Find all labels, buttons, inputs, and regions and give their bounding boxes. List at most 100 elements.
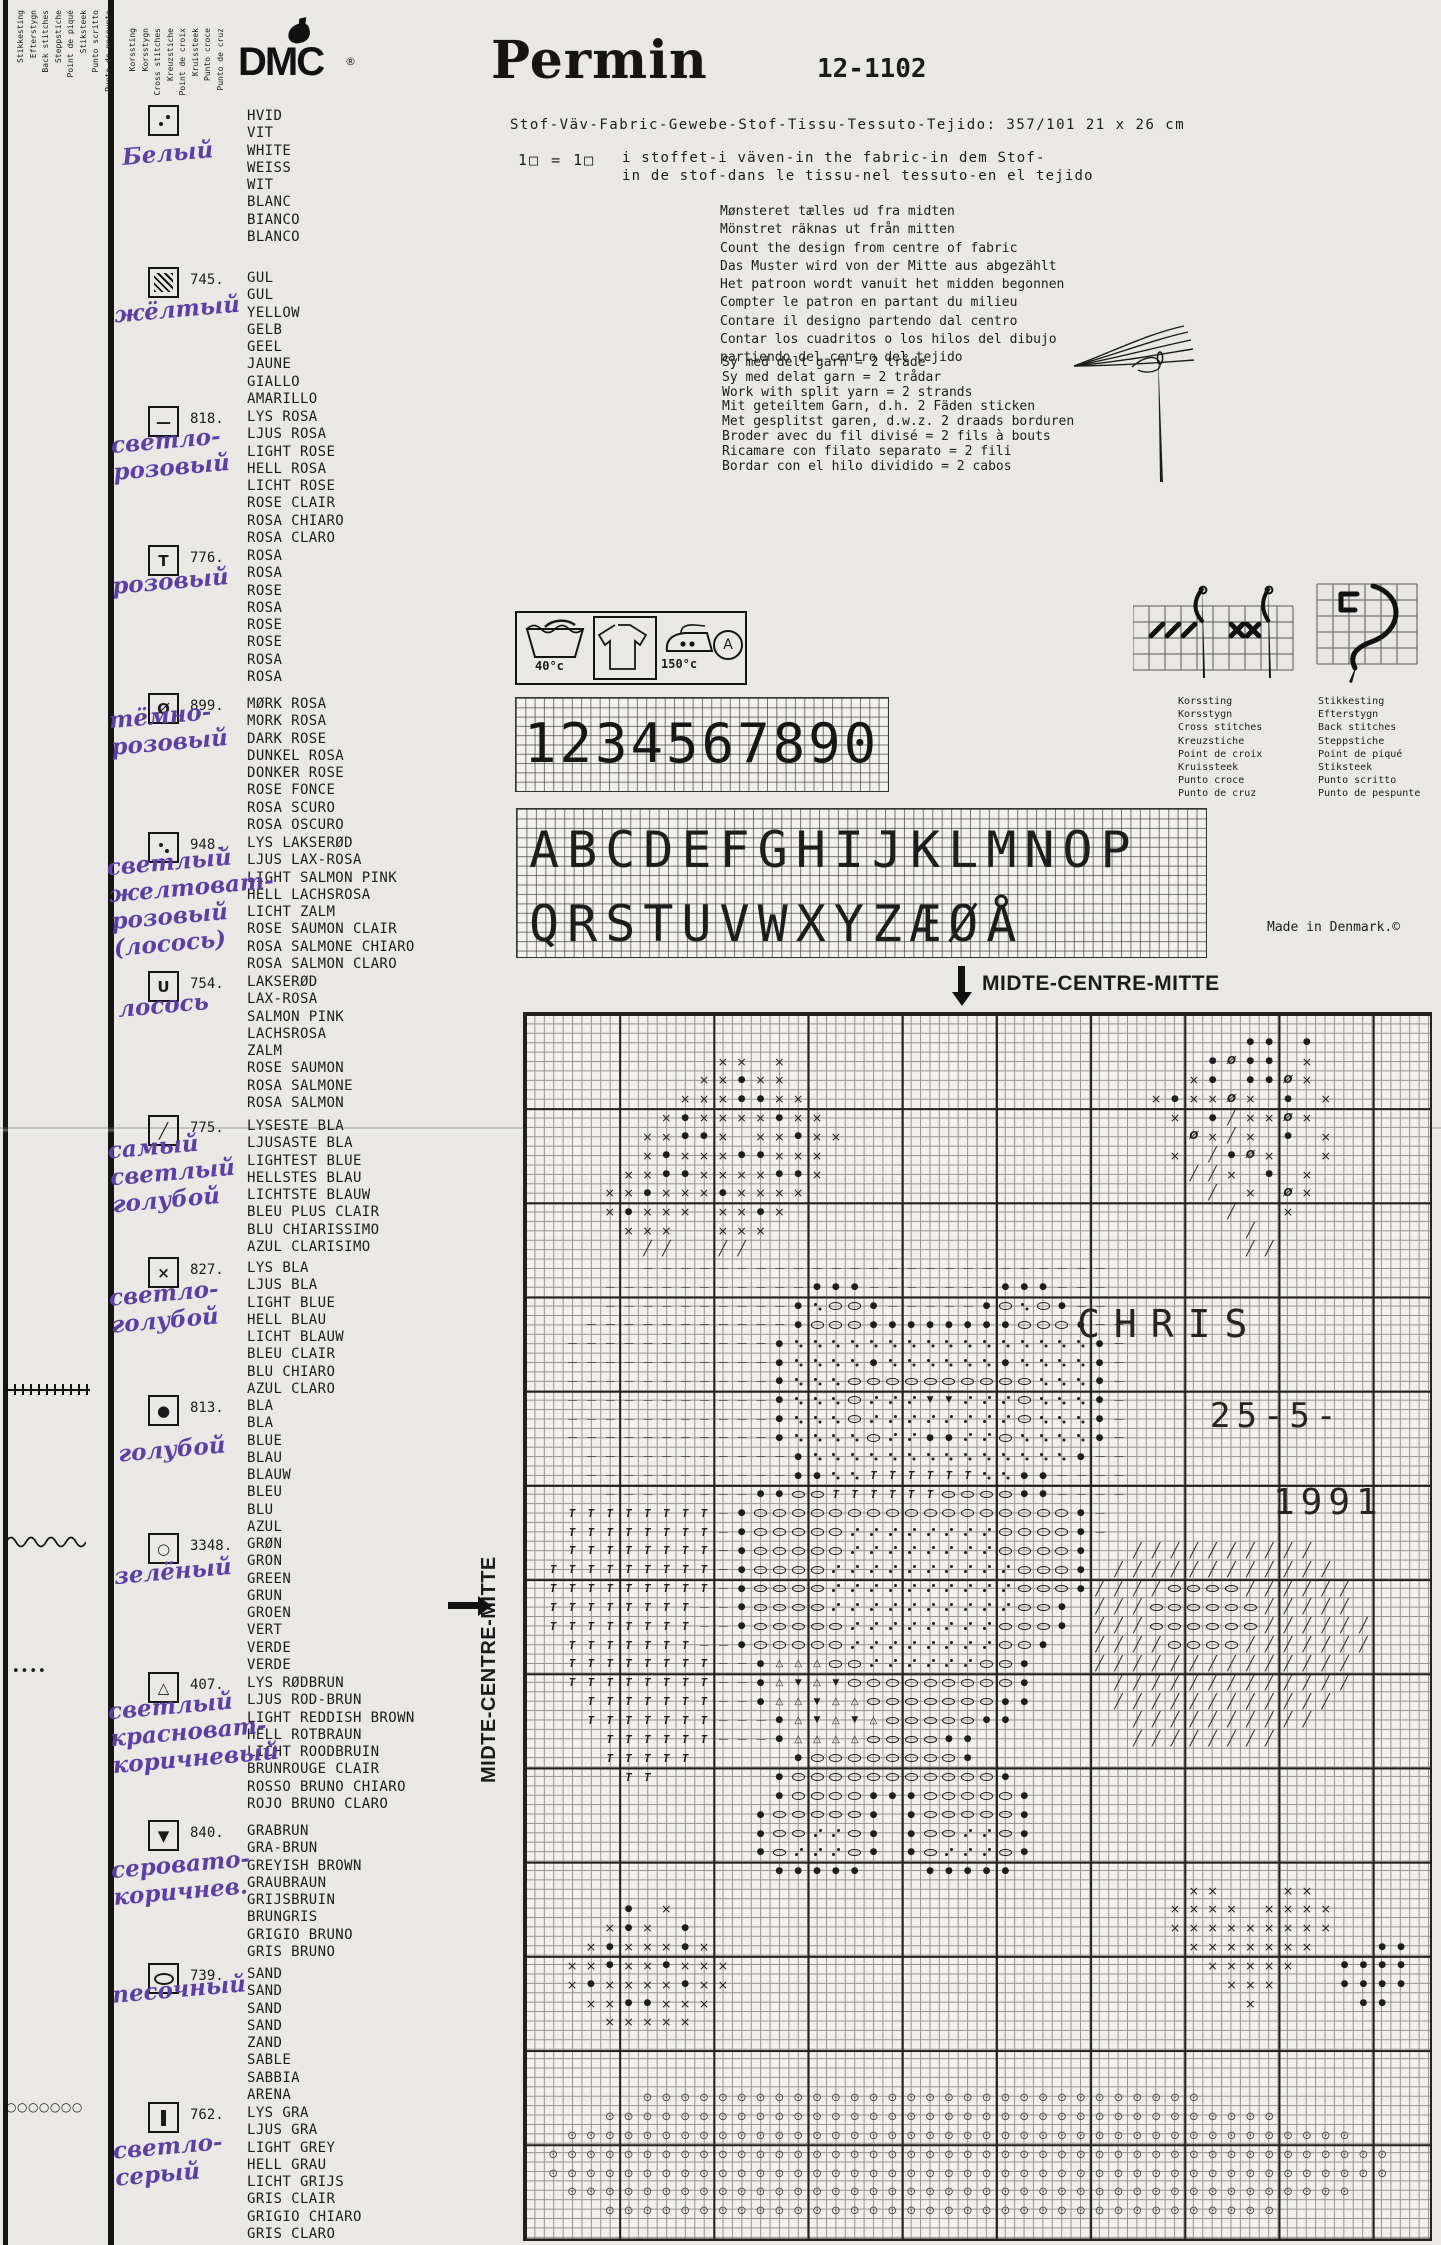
dot-stitch: ● xyxy=(907,1828,916,1839)
oval-stitch xyxy=(1053,1579,1072,1598)
two-dots2-stitch xyxy=(826,1428,845,1447)
two-dots2-symbol xyxy=(926,1340,930,1344)
dot-stitch: ● xyxy=(1001,1357,1010,1368)
legend-symbol-box xyxy=(148,105,179,136)
dot-stitch: ● xyxy=(775,1790,784,1801)
dot-stitch: ● xyxy=(869,1301,878,1311)
two-dots2-stitch xyxy=(808,1353,827,1372)
dot-stitch: ● xyxy=(1378,1960,1387,1971)
x-stitch: × xyxy=(755,1128,766,1144)
slash-stitch: ╱ xyxy=(1283,1580,1293,1597)
dash-stitch: — xyxy=(755,1262,766,1274)
two-dots-stitch xyxy=(902,1617,921,1636)
dot-stitch: ● xyxy=(1020,1809,1029,1820)
x-stitch: × xyxy=(1263,1901,1275,1917)
oslash-stitch: Ø xyxy=(1227,1055,1236,1068)
oval-stitch xyxy=(996,1542,1015,1561)
two-dots-symbol xyxy=(1001,1419,1005,1423)
ground-stitch: ⊙ xyxy=(736,2203,747,2218)
ground-stitch: ⊙ xyxy=(793,2184,803,2199)
dash-stitch: — xyxy=(718,1432,728,1444)
T-stitch: T xyxy=(700,1506,708,1520)
two-dots2-stitch xyxy=(902,1334,921,1353)
two-dots-stitch xyxy=(996,1579,1015,1598)
oval-symbol xyxy=(1055,1528,1069,1536)
oval-symbol xyxy=(1036,1321,1050,1329)
slash-stitch: ╱ xyxy=(1321,1599,1330,1616)
two-dots-stitch xyxy=(864,1523,883,1542)
dot-stitch: ● xyxy=(963,1753,972,1764)
vertical-label: Punto de pespunte xyxy=(103,10,113,92)
ground-stitch: ⊙ xyxy=(604,2165,615,2180)
dash-stitch: — xyxy=(737,1658,747,1670)
x-stitch: × xyxy=(792,1185,804,1201)
oval-stitch xyxy=(1222,1579,1241,1598)
T-stitch: T xyxy=(606,1732,614,1746)
ground-stitch: ⊙ xyxy=(774,2203,785,2218)
slash-stitch: ╱ xyxy=(1302,1712,1312,1729)
dot-stitch: ● xyxy=(1076,1319,1085,1330)
slash-stitch: ╱ xyxy=(1151,1637,1161,1654)
T-stitch: T xyxy=(662,1732,670,1746)
ground-stitch: ⊙ xyxy=(981,2203,992,2218)
ground-stitch: ⊙ xyxy=(642,2146,653,2161)
two-dots-stitch xyxy=(958,1410,977,1429)
dot-stitch: ● xyxy=(1095,1414,1104,1425)
oval-symbol xyxy=(998,1490,1012,1499)
oval-symbol xyxy=(885,1754,899,1762)
ground-stitch: ⊙ xyxy=(1057,2165,1067,2180)
ground-stitch: ⊙ xyxy=(1113,2146,1124,2161)
oval-stitch xyxy=(808,1485,827,1504)
ground-stitch: ⊙ xyxy=(642,2090,653,2105)
ground-stitch: ⊙ xyxy=(717,2127,728,2142)
circle-symbol: ○ xyxy=(156,1539,171,1558)
legend-divider-line xyxy=(108,0,114,2245)
two-dots-stitch xyxy=(996,1560,1015,1579)
slash-stitch: ╱ xyxy=(1246,1712,1255,1729)
two-dots-stitch xyxy=(902,1410,921,1429)
oval-symbol xyxy=(923,1377,937,1386)
slash-stitch: ╱ xyxy=(1133,1542,1142,1559)
two-dots2-symbol xyxy=(1020,1302,1024,1306)
two-dots2-symbol xyxy=(832,1453,836,1457)
ground-stitch: ⊙ xyxy=(1094,2090,1105,2105)
oval-stitch xyxy=(996,1655,1015,1674)
oval-symbol xyxy=(791,1566,805,1574)
x-stitch: × xyxy=(736,1166,747,1182)
two-dots-stitch xyxy=(883,1617,902,1636)
center-arrow-right-icon xyxy=(448,1596,494,1616)
oval-symbol xyxy=(848,1377,862,1386)
x-stitch: × xyxy=(755,1166,766,1182)
two-dots-symbol xyxy=(870,1551,874,1555)
dash-stitch: — xyxy=(737,1262,747,1274)
oval-stitch xyxy=(826,1542,845,1561)
dash-stitch: — xyxy=(642,1451,653,1463)
slash-stitch: ╱ xyxy=(1227,1109,1236,1126)
oval-stitch xyxy=(751,1598,770,1617)
dash-stitch: — xyxy=(906,1262,917,1274)
x-stitch: × xyxy=(1245,1110,1256,1126)
x-stitch: × xyxy=(736,1110,747,1126)
dot-stitch: ● xyxy=(1020,1677,1029,1688)
dot-stitch: ● xyxy=(737,1150,746,1161)
two-dots-symbol xyxy=(851,1551,855,1555)
x-stitch: × xyxy=(679,1957,691,1973)
dash-stitch: — xyxy=(624,1338,634,1350)
ground-stitch: ⊙ xyxy=(962,2184,973,2199)
ground-stitch: ⊙ xyxy=(755,2109,766,2124)
ground-stitch: ⊙ xyxy=(1038,2146,1048,2161)
two-dots-stitch xyxy=(921,1617,940,1636)
ground-stitch: ⊙ xyxy=(1000,2184,1011,2199)
dot-stitch: ● xyxy=(1171,1093,1179,1104)
dash-stitch: — xyxy=(624,1432,634,1444)
x-stitch: × xyxy=(792,1147,804,1163)
ground-stitch: ⊙ xyxy=(1207,2109,1218,2124)
oval-stitch xyxy=(1015,1579,1034,1598)
dash-stitch: — xyxy=(737,1432,747,1444)
oval-symbol xyxy=(829,1792,843,1800)
ground-stitch: ⊙ xyxy=(1264,2165,1274,2180)
dot-stitch: ● xyxy=(700,1131,708,1142)
dash-stitch: — xyxy=(718,1507,728,1519)
slash-stitch: ╱ xyxy=(1114,1674,1123,1691)
x-stitch: × xyxy=(736,1185,747,1201)
